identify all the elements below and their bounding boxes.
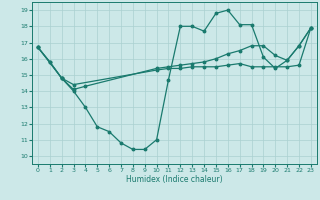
X-axis label: Humidex (Indice chaleur): Humidex (Indice chaleur) — [126, 175, 223, 184]
